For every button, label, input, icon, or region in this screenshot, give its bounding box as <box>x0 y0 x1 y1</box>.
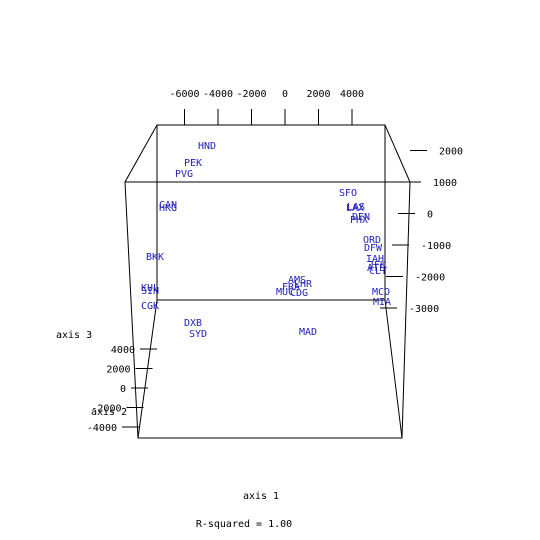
point-label: JFK <box>368 260 386 271</box>
y-tick-label: 0 <box>120 384 126 395</box>
point-label: PEK <box>184 158 202 169</box>
point-label: MUC <box>276 287 294 298</box>
box-frame <box>124 124 411 439</box>
point-label: MAD <box>299 327 317 338</box>
point-label: LAS <box>347 202 365 213</box>
edge-top-right <box>384 124 411 183</box>
x-tick-label: -6000 <box>169 89 199 100</box>
y-axis-title: axis 2 <box>91 407 127 418</box>
y-tick-label: 4000 <box>111 345 135 356</box>
point-label: HND <box>198 141 216 152</box>
y-tick-label: 2000 <box>106 365 130 376</box>
point-label: CLT <box>369 266 387 277</box>
edge-bottom-right <box>384 299 403 439</box>
point-label: IAH <box>366 254 384 265</box>
r-squared-caption: R-squared = 1.00 <box>196 519 292 530</box>
z-axis-title: axis 3 <box>56 330 92 341</box>
point-label: SYD <box>189 329 207 340</box>
point-label: DFW <box>364 243 383 254</box>
z-tick-label: -1000 <box>421 241 451 252</box>
point-label: DXB <box>184 318 202 329</box>
point-label: SFO <box>339 188 357 199</box>
z-tick-label: -2000 <box>415 273 445 284</box>
point-label: KUL <box>141 283 159 294</box>
z-tick-label: -3000 <box>409 304 439 315</box>
point-label: PHX <box>350 215 368 226</box>
x-tick-label: -2000 <box>236 89 266 100</box>
edge-top-left <box>124 124 158 183</box>
y-tick-label: -4000 <box>87 423 117 434</box>
point-label: LHR <box>294 279 313 290</box>
point-label: AMS <box>288 275 306 286</box>
point-label: CAN <box>159 200 177 211</box>
point-label: LAX <box>346 203 364 214</box>
point-label: CDG <box>290 288 308 299</box>
x-axis-title: axis 1 <box>243 491 279 502</box>
point-label: FRA <box>282 282 300 293</box>
point-label: ATL <box>367 263 385 274</box>
point-label: CGK <box>141 301 159 312</box>
x-tick-label: 4000 <box>340 89 364 100</box>
point-label: DEN <box>352 212 370 223</box>
point-label: SIN <box>141 286 159 297</box>
x-axis: -6000 -4000 -2000 0 2000 4000 axis 1 <box>169 89 364 502</box>
x-tick-label: -4000 <box>203 89 233 100</box>
point-label: MCO <box>372 287 390 298</box>
point-label: HKG <box>159 203 177 214</box>
z-tick-label: 2000 <box>439 147 463 158</box>
z-axis: 2000 1000 0 -1000 -2000 -3000 axis 3 <box>56 147 463 342</box>
y-tick-label: -2000 <box>91 404 121 415</box>
point-label: MIA <box>373 297 391 308</box>
point-label: ORD <box>363 235 381 246</box>
z-tick-label: 0 <box>427 210 433 221</box>
point-label: BKK <box>146 252 164 263</box>
x-tick-label: 0 <box>282 89 288 100</box>
point-label: PVG <box>175 169 193 180</box>
y-axis: -4000 -2000 0 2000 4000 axis 2 <box>87 345 157 434</box>
x-tick-label: 2000 <box>306 89 330 100</box>
z-tick-label: 1000 <box>433 178 457 189</box>
